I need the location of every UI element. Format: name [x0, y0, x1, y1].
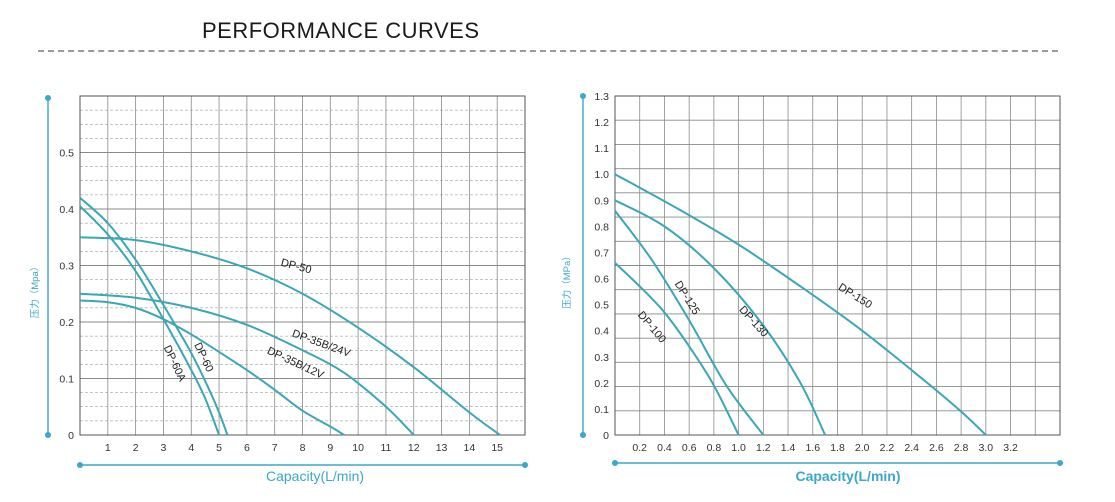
left-x-tick-label: 7: [272, 442, 278, 454]
left-y-tick-label: 0.4: [59, 204, 74, 216]
page-title: PERFORMANCE CURVES: [202, 18, 480, 43]
left-x-tick-label: 12: [408, 442, 420, 454]
left-y-axis-dot: [45, 95, 51, 101]
right-x-tick-label: 0.6: [682, 442, 697, 454]
right-x-tick-label: 2.0: [855, 442, 870, 454]
left-y-axis-title: 压力（Mpa）: [29, 262, 41, 318]
left-x-tick-label: 5: [216, 442, 222, 454]
right-curve-dp-125: [614, 210, 765, 436]
right-y-axis-dot: [580, 93, 586, 99]
right-series-label-dp-150: DP-150: [836, 281, 874, 311]
left-curve-dp-35b-24v: [79, 292, 415, 436]
right-plot-frame: [614, 95, 1061, 436]
left-x-tick-label: 15: [491, 442, 503, 454]
right-y-tick-label: 1.1: [594, 143, 609, 155]
left-y-tick-label: 0.1: [59, 374, 74, 386]
right-x-tick-label: 0.8: [707, 442, 722, 454]
right-x-axis-dot: [612, 460, 618, 466]
right-x-tick-label: 0.2: [632, 442, 647, 454]
left-x-tick-label: 9: [327, 442, 333, 454]
right-x-tick-label: 1.8: [830, 442, 845, 454]
right-y-tick-label: 0.9: [594, 195, 609, 207]
right-curve-dp-130: [614, 199, 827, 436]
title-divider: [38, 50, 1058, 52]
right-x-tick-label: 1.0: [731, 442, 746, 454]
right-curve-dp-150: [614, 173, 987, 436]
right-y-tick-label: 1.0: [594, 169, 609, 181]
right-y-tick-label: 0.1: [594, 404, 609, 416]
right-x-tick-label: 2.2: [880, 442, 895, 454]
right-x-tick-label: 1.4: [781, 442, 796, 454]
left-y-tick-label: 0.5: [59, 148, 74, 160]
left-x-tick-label: 6: [244, 442, 250, 454]
left-plot-frame: [79, 95, 526, 436]
left-x-axis-dot: [77, 462, 83, 468]
left-curve-dp-35b-12v: [79, 299, 345, 436]
left-y-tick-label: 0.3: [59, 261, 74, 273]
right-y-axis-dot: [580, 432, 586, 438]
right-x-axis-dot: [1057, 460, 1063, 466]
left-x-tick-label: 14: [464, 442, 476, 454]
left-curve-dp-50: [79, 236, 501, 436]
right-x-tick-label: 2.8: [954, 442, 969, 454]
right-x-tick-label: 3.0: [979, 442, 994, 454]
right-y-tick-label: 0.7: [594, 247, 609, 259]
right-x-tick-label: 3.2: [1003, 442, 1018, 454]
left-curve-dp-60a: [79, 205, 220, 436]
right-y-tick-label: 1.3: [594, 91, 609, 103]
right-y-tick-label: 0.8: [594, 221, 609, 233]
left-x-tick-label: 10: [352, 442, 364, 454]
left-x-tick-label: 11: [380, 442, 391, 454]
left-x-tick-label: 4: [188, 442, 194, 454]
left-x-tick-label: 13: [436, 442, 448, 454]
left-x-axis-dot: [522, 462, 528, 468]
right-y-tick-label: 0.5: [594, 300, 609, 312]
right-x-tick-label: 2.4: [904, 442, 919, 454]
right-series-label-dp-130: DP-130: [736, 304, 770, 340]
chart-left-pump-curves: 1 2 3 4 5 6 7 8 9 10 11 12 13 14 1500.10.20.30.40.5Cap…: [29, 95, 528, 484]
right-x-tick-label: 0.4: [657, 442, 672, 454]
left-y-tick-label: 0.2: [59, 317, 74, 329]
left-x-tick-label: 3: [161, 442, 167, 454]
left-curve-dp-60: [79, 196, 229, 436]
right-x-tick-label: 2.6: [929, 442, 944, 454]
left-y-axis-dot: [45, 432, 51, 438]
right-curve-dp-100: [614, 262, 740, 436]
right-y-tick-label: 0.2: [594, 378, 609, 390]
right-x-tick-label: 1.6: [805, 442, 820, 454]
right-x-tick-label: 1.2: [756, 442, 771, 454]
left-x-tick-label: 8: [300, 442, 306, 454]
right-y-axis-title: 压力（MPa）: [561, 251, 573, 309]
right-y-tick-label: 0.4: [594, 326, 609, 338]
right-y-tick-label: 1.2: [594, 117, 609, 129]
right-y-tick-label: 0.3: [594, 352, 609, 364]
left-x-tick-label: 2: [133, 442, 139, 454]
left-y-tick-label: 0: [68, 430, 74, 442]
right-y-tick-label: 0: [603, 430, 609, 442]
left-x-axis-title: Capacity(L/min): [266, 468, 364, 484]
left-x-tick-label: 1: [105, 442, 111, 454]
right-x-axis-title: Capacity(L/min): [795, 468, 900, 484]
right-y-tick-label: 0.6: [594, 274, 609, 286]
